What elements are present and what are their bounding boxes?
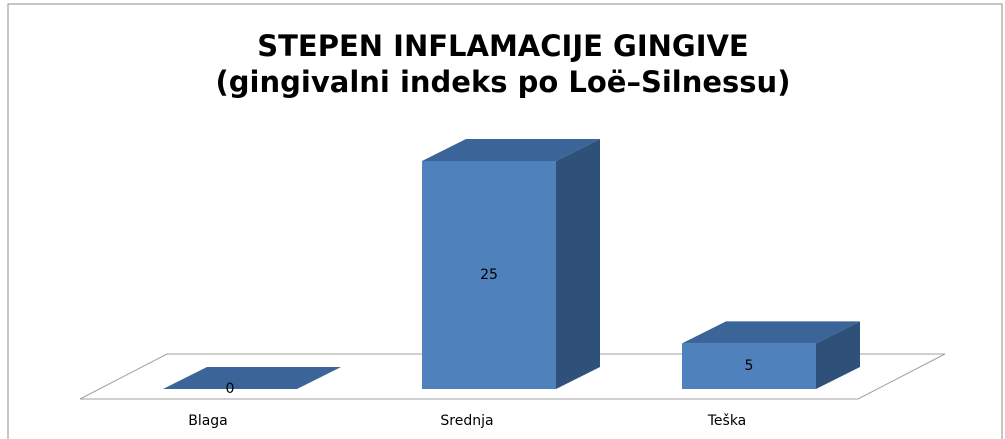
data-label: 25 xyxy=(480,267,498,283)
x-tick-label: Teška xyxy=(707,413,747,429)
bar-front xyxy=(422,161,556,389)
bar-side xyxy=(556,139,600,389)
x-tick-label: Blaga xyxy=(188,413,228,429)
bar-front xyxy=(682,343,816,389)
bar-top xyxy=(163,367,341,389)
bar xyxy=(422,139,600,389)
chart-subtitle: (gingivalni indeks po Loë–Silnessu) xyxy=(216,65,791,99)
bar-top xyxy=(422,139,600,161)
x-tick-label: Srednja xyxy=(440,413,493,429)
data-label: 0 xyxy=(226,381,235,397)
data-label: 5 xyxy=(745,358,754,374)
chart-title: STEPEN INFLAMACIJE GINGIVE xyxy=(257,29,749,63)
bar-side xyxy=(816,321,860,389)
bar xyxy=(682,321,860,389)
bar-top xyxy=(682,321,860,344)
bar xyxy=(163,367,341,389)
